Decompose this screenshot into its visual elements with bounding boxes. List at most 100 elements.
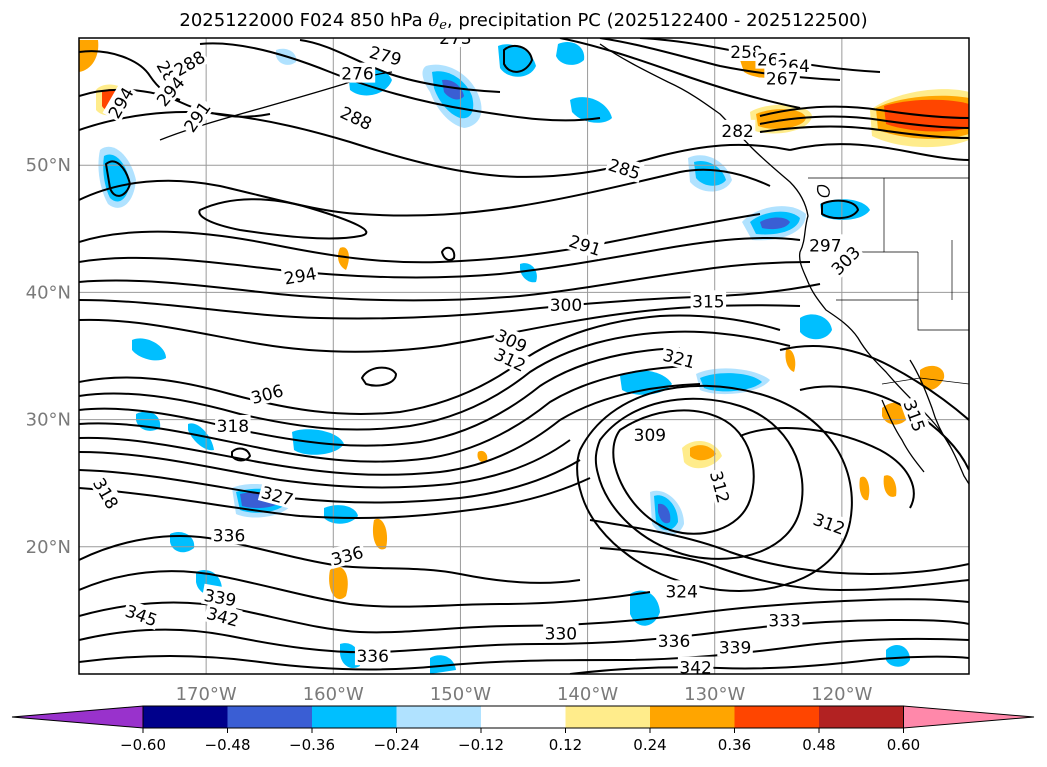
- precip-negative-region: [630, 590, 660, 626]
- map-frame: [78, 37, 970, 675]
- contour-label-bg: [247, 378, 287, 408]
- contour-label-text: 309: [634, 426, 666, 446]
- contour-label: 339: [717, 636, 753, 658]
- colorbar-segment: [565, 706, 651, 728]
- contour-label-text: 291: [566, 232, 603, 261]
- contour-line: [569, 655, 969, 674]
- contour-label-text: 297: [809, 236, 841, 256]
- contour-line: [779, 344, 969, 421]
- contour-label-bg: [717, 636, 753, 657]
- contour-label-bg: [178, 96, 215, 137]
- contour-label: 276: [339, 62, 376, 85]
- colorbar-segment: [312, 706, 397, 728]
- contour-label-bg: [663, 580, 700, 601]
- precip-negative-region: [430, 655, 456, 674]
- contour-line: [503, 44, 533, 73]
- contour-line: [105, 160, 131, 197]
- contour-label-bg: [543, 622, 579, 643]
- contour-label-bg: [899, 395, 931, 436]
- contour-label-text: 333: [768, 612, 800, 632]
- lon-tick-label: 170°W: [176, 684, 237, 705]
- contour-line: [79, 261, 811, 302]
- contour-line: [79, 213, 761, 264]
- lon-tick-label: 120°W: [811, 684, 872, 705]
- contour-label-text: 273: [439, 29, 471, 49]
- contour-line: [79, 459, 581, 504]
- contour-label-text: 315: [898, 397, 928, 434]
- lat-tick-label: 20°N: [26, 537, 71, 558]
- contour-line: [79, 383, 701, 476]
- contour-line: [79, 237, 801, 279]
- contour-line: [79, 88, 271, 118]
- colorbar-segment: [143, 706, 228, 728]
- contour-label-text: 300: [550, 296, 582, 316]
- contour-line: [599, 38, 841, 81]
- precip-positive-region: [883, 475, 897, 497]
- contour-line: [299, 39, 501, 93]
- contour-line: [79, 637, 969, 671]
- contour-line: [79, 304, 801, 353]
- contour-label-bg: [690, 290, 727, 311]
- colorbar-extend-high: [903, 705, 1035, 729]
- title-prefix: 2025122000 F024 850 hPa: [179, 10, 429, 31]
- contour-label: 336: [354, 645, 391, 667]
- precip-negative-region: [658, 503, 671, 524]
- precip-negative-region: [570, 97, 612, 123]
- axis-labels: 50°N 40°N 30°N 20°N 170°W 160°W 150°W 140°W 130°…: [26, 155, 873, 705]
- contour-label-bg: [728, 40, 765, 61]
- contour-label: 321: [659, 343, 700, 373]
- precip-negative-region: [620, 370, 672, 395]
- colorbar-segment: [734, 706, 820, 728]
- contour-label: 312: [809, 507, 850, 540]
- colorbar-segment: [650, 706, 735, 728]
- precip-positive-region: [338, 247, 349, 270]
- contour-label: 315: [690, 290, 727, 312]
- colorbar: −0.60 −0.48 −0.36 −0.24 −0.12 0.12 0.24 0.36 0.4…: [11, 705, 1035, 754]
- contour-line: [739, 427, 915, 509]
- contour-line: [559, 38, 801, 109]
- contour-label-bg: [719, 119, 756, 140]
- contour-label-bg: [490, 342, 531, 376]
- contour-label: 300: [548, 294, 584, 316]
- lon-tick-label: 140°W: [557, 684, 618, 705]
- contour-label-text: 312: [705, 469, 733, 506]
- contour-label: 318: [215, 414, 251, 437]
- contour-label-text: 336: [356, 647, 388, 667]
- contour-label-bg: [706, 467, 736, 507]
- contour-label: 312: [705, 467, 736, 507]
- contour-label-bg: [102, 82, 138, 123]
- contour-line: [759, 105, 969, 119]
- lat-tick-label: 30°N: [26, 410, 71, 431]
- colorbar-tick-label: −0.24: [374, 736, 420, 754]
- title-theta-subscript: e: [439, 18, 447, 33]
- contour-label-bg: [280, 261, 320, 288]
- contour-line: [441, 246, 456, 261]
- contour-label: 291: [565, 229, 606, 261]
- contour-label-bg: [604, 153, 645, 184]
- contour-label-bg: [491, 323, 533, 357]
- colorbar-tick-label: −0.36: [289, 736, 335, 754]
- lat-tick-label: 50°N: [26, 155, 71, 176]
- precip-negative-region: [820, 199, 870, 220]
- contour-label-text: 294: [283, 264, 318, 289]
- contour-line: [612, 409, 755, 535]
- contour-label: 336: [211, 524, 247, 546]
- contour-line: [79, 330, 791, 431]
- contour-label-text: 285: [606, 155, 643, 184]
- title-suffix: , precipitation PC (2025122400 - 2025122…: [446, 10, 868, 31]
- contour-label-bg: [257, 480, 298, 510]
- contour-label-bg: [211, 524, 247, 545]
- contour-label-text: 318: [217, 417, 249, 437]
- contour-label-bg: [437, 38, 474, 47]
- contour-label-bg: [354, 645, 391, 666]
- contour-label-text: 345: [122, 601, 159, 631]
- precip-positive-region: [477, 450, 488, 463]
- contour-label: 297: [807, 234, 844, 256]
- precip-positive-region: [785, 349, 796, 372]
- precip-positive-region: [690, 445, 716, 461]
- title-theta-symbol: θ: [428, 10, 440, 31]
- contour-label-bg: [656, 629, 692, 650]
- precip-negative-region: [694, 160, 726, 186]
- contour-label-bg: [121, 599, 162, 631]
